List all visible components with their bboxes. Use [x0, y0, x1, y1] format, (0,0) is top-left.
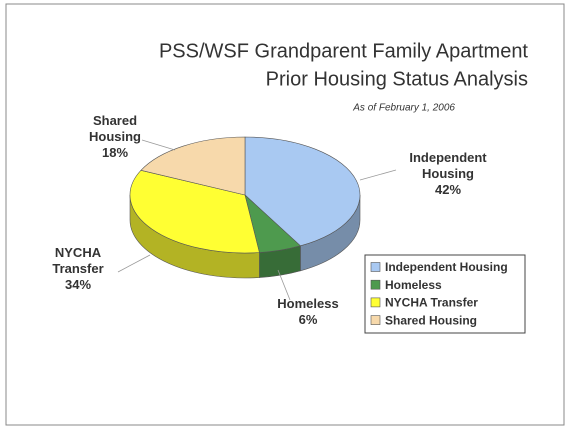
legend-box: [364, 254, 526, 334]
data-label: NYCHA Transfer 34%: [32, 245, 124, 293]
legend-label: NYCHA Transfer: [385, 296, 478, 310]
legend-swatch: [370, 262, 381, 272]
legend-swatch: [370, 315, 381, 325]
data-label: Independent Housing 42%: [402, 150, 494, 198]
legend-label: Homeless: [385, 278, 442, 292]
legend-swatch: [370, 279, 381, 290]
legend: Independent Housing Homeless NYCHA Transfe…: [370, 260, 508, 327]
leader-line: [277, 269, 291, 301]
leader-lines: [117, 139, 397, 301]
data-label-value: 18%: [101, 145, 129, 160]
chart-title-line: Prior Housing Status Analysis: [266, 68, 528, 90]
legend-label: Independent Housing: [385, 260, 508, 274]
leader-line: [117, 254, 151, 273]
data-label: Homeless 6%: [262, 296, 354, 328]
data-label-name: Independent Housing: [409, 150, 487, 181]
pie: [129, 136, 361, 279]
legend-swatch: [370, 297, 381, 308]
data-label-value: 42%: [434, 182, 462, 197]
legend-label: Shared Housing: [385, 313, 477, 327]
data-label-value: 34%: [64, 277, 92, 292]
chart-subtitle: As of February 1, 2006: [352, 103, 455, 114]
leader-line: [141, 139, 176, 151]
slice: [244, 136, 361, 247]
data-label-name: NYCHA Transfer: [52, 245, 104, 276]
slice: [140, 136, 246, 196]
data-label: Shared Housing 18%: [69, 113, 161, 161]
leader-line: [359, 169, 397, 181]
chart-title-line: PSS/WSF Grandparent Family Apartment: [159, 40, 528, 62]
data-label-name: Homeless: [277, 296, 339, 311]
data-label-value: 6%: [298, 312, 318, 327]
data-label-name: Shared Housing: [89, 113, 141, 144]
